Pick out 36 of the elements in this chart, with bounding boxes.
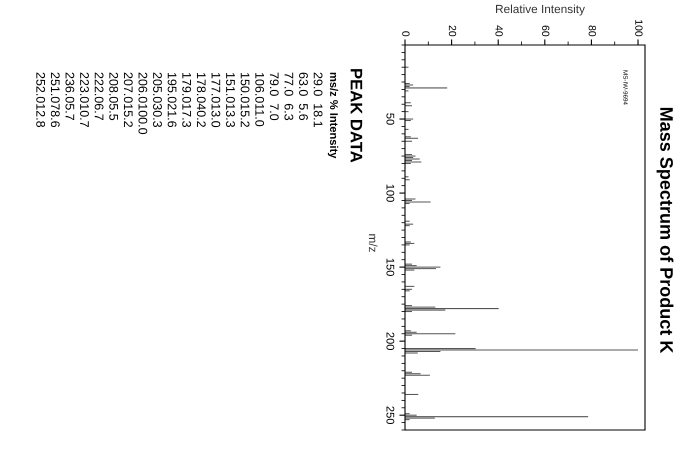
y-tick-label: 50 <box>386 113 394 125</box>
text: 151.013.3 <box>226 72 235 128</box>
text: ms/z % Intensity <box>328 72 338 158</box>
text: 236.05.7 <box>65 72 74 120</box>
y-axis-title: m/z <box>368 234 378 252</box>
x-tick-label: 100 <box>635 20 643 36</box>
x-tick-label: 0 <box>402 31 410 36</box>
text: 205.030.3 <box>153 72 162 128</box>
x-tick-label: 40 <box>495 25 503 36</box>
text: 77.0 6.3 <box>284 72 294 120</box>
text: 177.013.0 <box>211 72 220 128</box>
text: 251.078.6 <box>50 72 60 128</box>
x-tick-label: 60 <box>542 26 550 36</box>
text: 63.0 5.6 <box>299 72 308 120</box>
text: Mass Spectrum of Product K <box>656 108 674 354</box>
y-tick-label: 150 <box>386 258 394 276</box>
y-tick-label: 100 <box>386 184 394 202</box>
text: 208.05.5 <box>109 72 118 120</box>
text: 222.06.7 <box>94 72 104 120</box>
text: 207.015.2 <box>124 72 133 127</box>
text: 223.010.7 <box>80 72 89 127</box>
text: 206.0100.0 <box>138 72 148 134</box>
text: PEAK DATA <box>350 69 362 162</box>
text: 106.011.0 <box>255 72 264 126</box>
text: 179.017.3 <box>182 72 192 128</box>
text: 178.040.2 <box>196 72 206 127</box>
text: 195.021.6 <box>168 72 176 128</box>
text: 29.0 18.1 <box>314 72 322 127</box>
text: 79.0 7.0 <box>270 72 279 120</box>
x-axis-title: Relative Intensity <box>496 4 585 16</box>
text: 252.012.8 <box>36 72 46 128</box>
x-tick-label: 20 <box>448 26 456 36</box>
text: 150.015.2 <box>240 72 250 127</box>
x-tick-label: 80 <box>588 26 596 36</box>
y-tick-label: 250 <box>386 406 394 424</box>
y-tick-label: 200 <box>386 332 394 350</box>
